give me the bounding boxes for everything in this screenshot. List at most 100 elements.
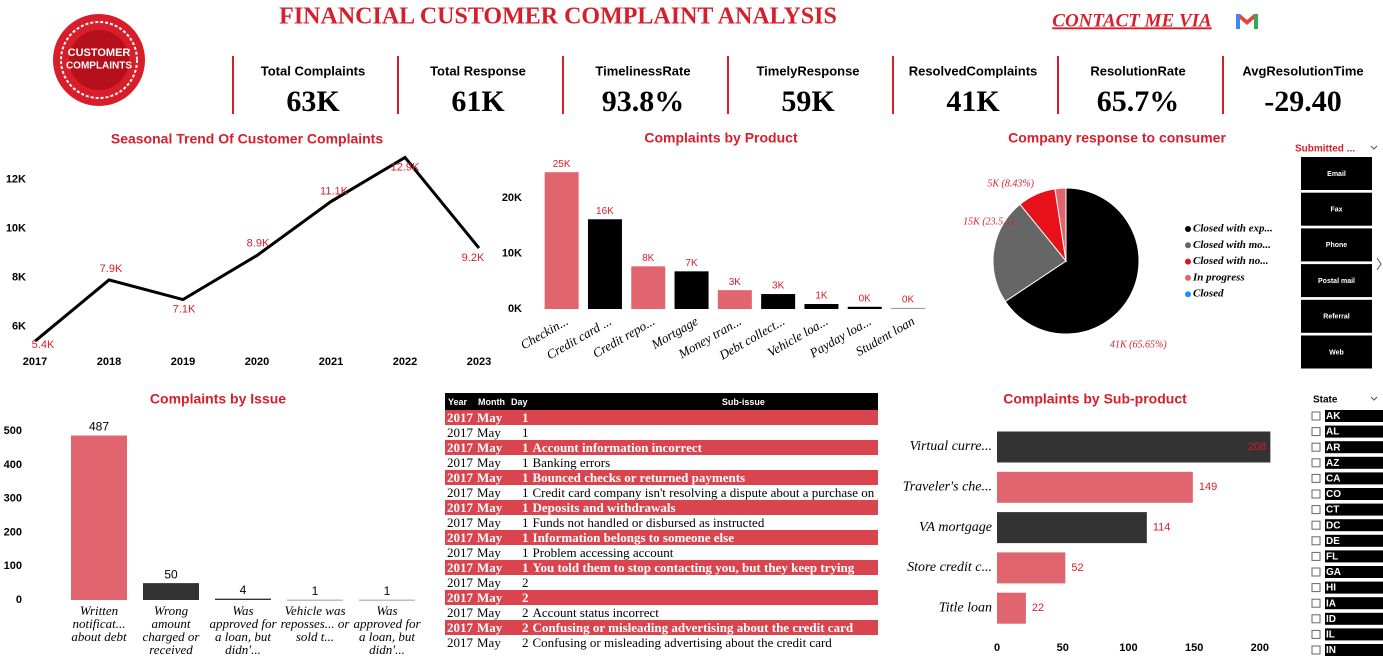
table-cell: 2017 <box>445 589 475 605</box>
slicer-checkbox <box>1311 536 1321 546</box>
pie-slice <box>1004 187 1140 335</box>
slicer-option[interactable]: Referral <box>1301 299 1372 333</box>
table-cell: 2017 <box>447 484 473 500</box>
table-cell: May <box>475 410 508 425</box>
table-cell: 1 <box>508 500 531 515</box>
slicer-option[interactable]: Phone <box>1301 228 1372 262</box>
y-tick-label: 100 <box>4 560 22 572</box>
kpi-value: 41K <box>946 85 1000 118</box>
slicer-option[interactable]: DC <box>1311 519 1383 532</box>
contact-link[interactable]: CONTACT ME VIA <box>1052 10 1211 31</box>
x-tick-label: Was approved for a loan, but didn'... <box>353 604 421 657</box>
slicer-checkbox <box>1311 505 1321 515</box>
gmail-left <box>1236 14 1240 29</box>
y-tick-label: 10K <box>502 248 522 260</box>
slicer-option[interactable]: ID <box>1311 612 1383 625</box>
data-label: 52 <box>1071 562 1083 574</box>
slicer-bar <box>1325 488 1383 500</box>
slicer-option[interactable]: DE <box>1311 534 1383 547</box>
table-cell: May <box>475 470 508 485</box>
data-label: 11.1K <box>320 185 349 197</box>
slicer-option[interactable]: AK <box>1311 410 1383 422</box>
slicer-option[interactable]: HI <box>1311 581 1383 594</box>
table-cell: Account information incorrect <box>530 440 878 455</box>
data-label: 1K <box>815 291 828 302</box>
legend-label: In progress <box>1192 271 1245 283</box>
data-label: 16K <box>596 206 614 217</box>
table-row: 2017 May 2 Account status incorrect <box>445 605 878 620</box>
bar <box>544 172 579 309</box>
slicer-option[interactable]: CT <box>1311 503 1383 516</box>
table-row: 2017 May 1 Funds not handled or disbursed a… <box>445 515 878 530</box>
x-tick-label: 2017 <box>23 356 47 368</box>
slicer-option-label: Fax <box>1330 207 1342 214</box>
gmail-icon[interactable] <box>1236 14 1258 29</box>
slicer-option[interactable]: AZ <box>1311 456 1383 469</box>
kpi-label: ResolutionRate <box>1090 63 1185 78</box>
table-cell: 1 <box>522 484 529 500</box>
slicer-option[interactable]: Email <box>1301 157 1372 190</box>
table-cell: Funds not handled or disbursed as instru… <box>532 514 765 530</box>
table-cell: May <box>475 440 508 455</box>
slicer-option[interactable]: Postal mail <box>1301 264 1372 298</box>
data-label: 8.9K <box>247 237 270 249</box>
slicer-option[interactable]: CO <box>1311 488 1383 500</box>
chart-title: Seasonal Trend Of Customer Complaints <box>111 131 383 147</box>
slicer-option[interactable]: Web <box>1301 335 1372 369</box>
y-tick-label: 12K <box>6 173 26 185</box>
table-cell: 2017 <box>447 454 473 470</box>
table-row: 2017 May 1 Banking errors <box>445 455 878 470</box>
bar <box>631 266 666 309</box>
slicer-option[interactable]: AL <box>1311 425 1383 438</box>
table-cell: 2 <box>522 634 529 650</box>
slicer-button <box>1301 157 1372 190</box>
slicer-option-label: CA <box>1326 474 1340 485</box>
kpi-value: 59K <box>781 85 835 118</box>
slicer-option-label: Postal mail <box>1318 278 1355 285</box>
data-label: 487 <box>89 420 109 434</box>
kpi-value: 93.8% <box>602 85 685 118</box>
table-cell: 2017 <box>445 409 475 425</box>
slicer-bar <box>1325 425 1383 438</box>
logo-core <box>69 30 129 90</box>
slicer-bar <box>1325 566 1383 578</box>
slicer-option-label: Web <box>1329 349 1344 356</box>
logo-ring <box>60 21 138 99</box>
bar <box>997 431 1271 463</box>
slicer-option[interactable]: AR <box>1311 441 1383 453</box>
slicer-option-label: Email <box>1327 171 1346 178</box>
slicer-bar <box>1325 519 1383 532</box>
table-row: 2017 May 1 Problem accessing account <box>445 545 878 560</box>
slicer-option[interactable]: GA <box>1311 566 1383 578</box>
kpi-value: 63K <box>286 85 340 118</box>
table-cell: Confusing or misleading advertising abou… <box>530 620 878 635</box>
slicer-option[interactable]: IN <box>1311 644 1383 656</box>
slicer-option[interactable]: CA <box>1311 472 1383 485</box>
bar <box>847 306 882 309</box>
bar <box>997 512 1147 544</box>
x-tick-label: 200 <box>1251 642 1269 654</box>
slicer-option[interactable]: Fax <box>1301 192 1372 226</box>
table-cell: Account status incorrect <box>532 604 659 620</box>
x-tick-label: Written notificat... about debt <box>71 604 126 643</box>
table-cell: 2017 <box>447 574 473 590</box>
slicer-checkbox <box>1311 442 1321 452</box>
chart-title: Company response to consumer <box>1008 130 1226 146</box>
x-tick-label: 50 <box>1057 642 1069 654</box>
dashboard-title: FINANCIAL CUSTOMER COMPLAINT ANALYSIS <box>279 4 837 30</box>
data-label: 4 <box>240 583 247 597</box>
table-cell: May <box>477 454 501 470</box>
slicer-option[interactable]: IA <box>1311 597 1383 610</box>
kpi-label: Total Response <box>430 63 526 78</box>
slicer-bar <box>1325 597 1383 610</box>
chart-title: Complaints by Product <box>644 130 798 146</box>
scroll-chevron[interactable] <box>1376 257 1382 271</box>
slicer-option[interactable]: IL <box>1311 628 1383 641</box>
data-label: 7.9K <box>100 263 123 275</box>
slicer-option[interactable]: FL <box>1311 550 1383 563</box>
gmail-right <box>1254 14 1258 29</box>
y-tick-label: 400 <box>4 459 22 471</box>
x-tick-label: Wrong amount charged or received <box>142 604 200 657</box>
table-cell: 1 <box>508 530 531 545</box>
table-cell: May <box>475 560 508 575</box>
